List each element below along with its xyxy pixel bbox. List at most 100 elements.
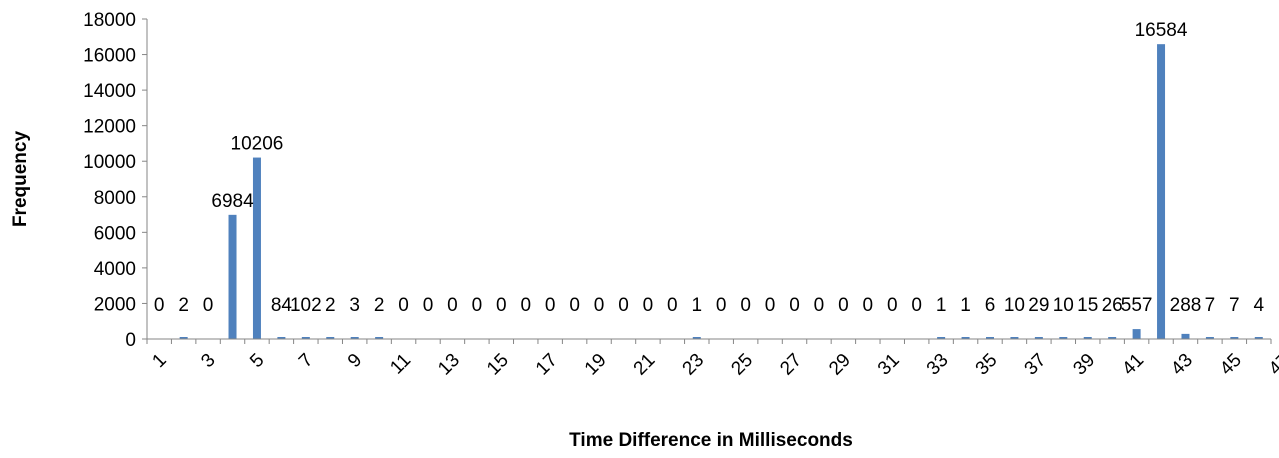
data-label: 16584 (1135, 20, 1188, 41)
x-tick-label: 39 (1069, 350, 1099, 380)
data-label: 1 (936, 295, 947, 316)
data-label: 6984 (211, 191, 254, 212)
bars (179, 44, 1263, 339)
x-tick-label: 47 (1265, 350, 1279, 380)
bar (1205, 337, 1214, 339)
x-tick-label: 45 (1216, 350, 1246, 380)
x-tick-label: 35 (972, 350, 1002, 380)
y-tick-label: 16000 (83, 46, 136, 67)
data-label: 0 (643, 295, 654, 316)
bar (1157, 44, 1166, 339)
bar (961, 337, 970, 339)
data-label: 6 (985, 295, 996, 316)
data-label: 0 (545, 295, 556, 316)
data-label: 0 (911, 295, 922, 316)
bar (1059, 337, 1068, 339)
data-label: 288 (1170, 295, 1202, 316)
bar (1254, 337, 1263, 339)
data-label: 0 (789, 295, 800, 316)
x-tick-label: 31 (874, 350, 904, 380)
data-label: 0 (496, 295, 507, 316)
data-label: 10 (1004, 295, 1025, 316)
bar (228, 214, 237, 339)
x-tick-label: 25 (727, 350, 757, 380)
x-axis-title: Time Difference in Milliseconds (569, 430, 853, 451)
bar (986, 337, 994, 339)
bar (277, 337, 286, 339)
data-label: 7 (1205, 295, 1216, 316)
x-tick-label: 33 (923, 350, 953, 380)
x-tick-label: 5 (246, 350, 268, 372)
data-label: 0 (472, 295, 483, 316)
data-label: 0 (838, 295, 849, 316)
bar (937, 337, 946, 339)
data-label: 0 (863, 295, 874, 316)
x-tick-label: 7 (295, 350, 317, 372)
data-label: 2 (374, 295, 385, 316)
data-label: 0 (667, 295, 678, 316)
data-label: 10 (1053, 295, 1074, 316)
y-tick-label: 0 (125, 330, 136, 351)
x-tick-label: 37 (1021, 350, 1051, 380)
x-tick-label: 9 (344, 350, 366, 372)
bar (375, 337, 384, 339)
data-label: 0 (887, 295, 898, 316)
bar (326, 337, 335, 339)
x-tick-label: 13 (434, 350, 464, 380)
x-tick-label: 21 (630, 350, 660, 380)
x-tick-label: 27 (776, 350, 806, 380)
y-tick-label: 8000 (94, 188, 136, 209)
data-label: 15 (1077, 295, 1098, 316)
bar (1230, 337, 1239, 339)
y-tick-label: 14000 (83, 81, 136, 102)
y-tick-label: 10000 (83, 152, 136, 173)
x-tick-label: 3 (197, 350, 219, 372)
y-tick-label: 2000 (94, 294, 136, 315)
data-label: 557 (1121, 295, 1153, 316)
data-label: 0 (765, 295, 776, 316)
x-tick-label: 15 (483, 350, 513, 380)
data-label: 0 (618, 295, 629, 316)
data-label: 2 (178, 295, 189, 316)
x-tick-label: 41 (1118, 350, 1148, 380)
x-tick-label: 11 (386, 350, 415, 379)
data-label: 0 (569, 295, 580, 316)
data-label: 26 (1102, 295, 1123, 316)
bar (179, 337, 188, 339)
data-label: 0 (447, 295, 458, 316)
data-label: 84 (271, 295, 293, 316)
data-label: 29 (1028, 295, 1049, 316)
y-axis-title: Frequency (10, 131, 31, 228)
bar (692, 337, 701, 339)
data-label: 0 (520, 295, 531, 316)
bar (1108, 337, 1117, 339)
data-label: 0 (814, 295, 825, 316)
x-tick-label: 1 (148, 350, 170, 372)
y-tick-label: 12000 (83, 117, 136, 138)
y-axis-ticks: 0 2000 4000 6000 8000 10000 12000 14000 16000 180… (83, 10, 147, 351)
data-label: 2 (325, 295, 336, 316)
x-tick-label: 19 (581, 350, 611, 380)
bar (1010, 337, 1019, 339)
data-label: 3 (349, 295, 360, 316)
bar (1132, 329, 1141, 339)
y-tick-label: 18000 (83, 10, 136, 31)
bar (1083, 337, 1092, 339)
data-label: 0 (398, 295, 409, 316)
data-label: 7 (1229, 295, 1240, 316)
x-tick-label: 23 (679, 350, 709, 380)
data-label: 0 (154, 295, 165, 316)
data-label: 0 (203, 295, 214, 316)
x-axis-ticks: 1 3 5 7 9 11 13 15 17 19 21 23 25 27 29 31 33 35 37 39 41 43 4… (146, 339, 1279, 380)
data-label: 4 (1253, 295, 1264, 316)
data-label: 10206 (231, 134, 284, 155)
data-label: 1 (691, 295, 702, 316)
x-tick-label: 17 (532, 350, 562, 380)
data-label: 102 (290, 295, 322, 316)
data-label: 0 (740, 295, 751, 316)
bar (252, 157, 261, 339)
data-label: 0 (423, 295, 434, 316)
bar (1034, 337, 1043, 339)
